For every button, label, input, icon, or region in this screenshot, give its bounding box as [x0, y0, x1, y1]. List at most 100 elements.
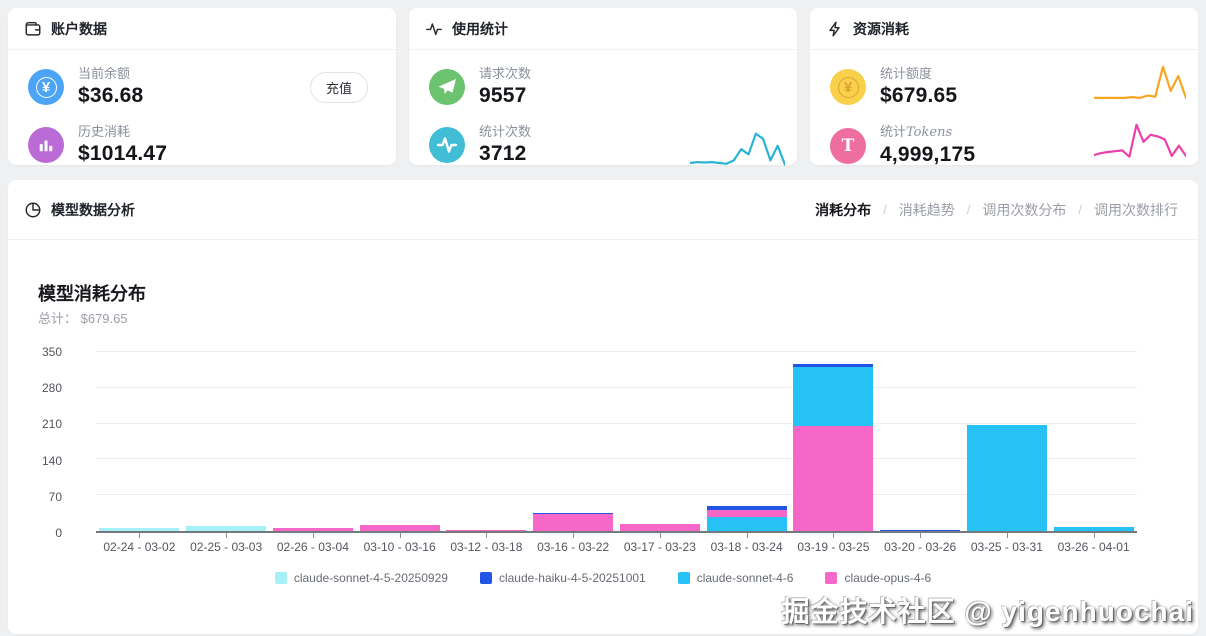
stacked-bar[interactable]: [186, 352, 267, 531]
stacked-bar[interactable]: [1053, 352, 1134, 531]
legend-item[interactable]: claude-sonnet-4-6: [677, 571, 794, 585]
panel-title: 模型数据分析: [51, 201, 135, 218]
stacked-bar[interactable]: [272, 352, 353, 531]
bar-segment[interactable]: [706, 505, 787, 511]
stat-label: 历史消耗: [78, 124, 131, 140]
card-resource-consumption: 资源消耗 ¥ 统计额度 $679.65 T 统计Tokens 4,999,175: [810, 8, 1198, 166]
activity-icon: [425, 20, 443, 38]
stacked-bar[interactable]: [446, 352, 527, 531]
stat-request-count: 请求次数 9557: [409, 58, 797, 116]
card-account-header: 账户数据: [8, 8, 396, 50]
gridline: [96, 458, 1137, 460]
bar-slot: [183, 352, 270, 531]
model-analysis-panel: 模型数据分析 消耗分布 / 消耗趋势 / 调用次数分布 / 调用次数排行 模型消耗分布 总计…: [8, 180, 1198, 634]
legend-swatch: [825, 572, 838, 584]
bar-slot: [877, 352, 964, 531]
gridline: [96, 494, 1137, 496]
model-consumption-chart: 模型消耗分布 总计： $679.65 02-24 - 03-02 02-25 - …: [8, 240, 1198, 633]
card-usage-header: 使用统计: [409, 8, 797, 50]
x-tick-label: 03-16 - 03-22: [537, 540, 610, 554]
stacked-bar[interactable]: [880, 352, 961, 531]
bar-slot: [964, 352, 1051, 531]
bar-segment[interactable]: [880, 529, 961, 531]
bar-slot: [1050, 352, 1137, 531]
legend-label: claude-sonnet-4-5-20250929: [293, 571, 448, 585]
y-tick-label: 0: [55, 526, 62, 540]
bar-segment[interactable]: [706, 510, 787, 518]
y-tick-label: 70: [48, 489, 62, 504]
plot-area: [96, 351, 1137, 538]
x-axis-tick: [746, 533, 748, 538]
pulse-icon: [429, 127, 465, 164]
bar-segment[interactable]: [359, 525, 440, 531]
card-usage-body: 请求次数 9557 统计次数 3712: [409, 50, 797, 175]
stat-cards-row: 账户数据 ¥ 当前余额 $36.68 充值 历史消耗 $1014.47: [0, 0, 1206, 166]
bar-segment[interactable]: [99, 528, 180, 531]
bar-slot: [96, 352, 183, 531]
chart-title: 模型消耗分布: [38, 284, 146, 304]
stat-value: $36.68: [78, 84, 144, 107]
x-tick-label: 03-10 - 03-16: [363, 540, 436, 554]
bar-slot: [790, 352, 877, 531]
card-title: 使用统计: [452, 20, 508, 37]
legend-item[interactable]: claude-sonnet-4-5-20250929: [274, 571, 448, 585]
tab-4[interactable]: 调用次数排行: [1094, 201, 1178, 218]
bar-segment[interactable]: [793, 426, 874, 531]
legend-item[interactable]: claude-haiku-4-5-20251001: [479, 571, 646, 585]
x-tick-label: 02-25 - 03-03: [190, 540, 263, 554]
bar-slot: [270, 352, 357, 531]
bar-segment[interactable]: [446, 529, 527, 531]
x-tick-label: 03-19 - 03-25: [797, 540, 870, 554]
stacked-bar[interactable]: [359, 352, 440, 531]
legend-label: claude-opus-4-6: [844, 571, 932, 585]
tab-1[interactable]: 消耗分布: [815, 201, 872, 218]
legend-item[interactable]: claude-opus-4-6: [825, 571, 931, 585]
analysis-tabs: 消耗分布 / 消耗趋势 / 调用次数分布 / 调用次数排行: [815, 200, 1178, 220]
bar-segment[interactable]: [619, 524, 700, 531]
stacked-bar[interactable]: [966, 352, 1047, 531]
tokens-sparkline: [1094, 123, 1186, 159]
bar-slot: [443, 352, 530, 531]
x-tick-label: 03-26 - 04-01: [1057, 540, 1130, 554]
chart-legend: claude-sonnet-4-5-20250929 claude-haiku-4…: [8, 571, 1198, 585]
stacked-bar[interactable]: [533, 352, 614, 531]
bar-segment[interactable]: [533, 512, 614, 515]
bar-segment[interactable]: [966, 424, 1047, 531]
bar-segment[interactable]: [793, 367, 874, 427]
bar-chart-icon: [28, 127, 64, 164]
card-usage-stats: 使用统计 请求次数 9557 统计次数 3712: [409, 8, 797, 166]
bar-segment[interactable]: [793, 364, 874, 368]
x-tick-label: 02-24 - 03-02: [103, 540, 176, 554]
stacked-bar[interactable]: [706, 352, 787, 531]
recharge-button[interactable]: 充值: [309, 71, 368, 103]
stat-label: 统计Tokens: [880, 124, 953, 141]
tab-3[interactable]: 调用次数分布: [982, 201, 1067, 218]
x-axis-tick: [399, 533, 401, 538]
x-axis-tick: [573, 533, 575, 538]
card-account-data: 账户数据 ¥ 当前余额 $36.68 充值 历史消耗 $1014.47: [8, 8, 396, 165]
stacked-bar[interactable]: [793, 352, 874, 531]
bar-slot: [530, 352, 617, 531]
legend-label: claude-sonnet-4-6: [696, 571, 794, 585]
x-axis-tick: [659, 533, 661, 538]
bar-segment[interactable]: [272, 528, 353, 531]
stat-tokens: T 统计Tokens 4,999,175: [810, 116, 1198, 175]
bar-segment[interactable]: [706, 517, 787, 531]
y-tick-label: 280: [41, 381, 62, 396]
card-title: 资源消耗: [853, 20, 909, 37]
x-axis-tick: [486, 533, 488, 538]
x-tick-label: 03-18 - 03-24: [710, 540, 783, 554]
tab-2[interactable]: 消耗趋势: [898, 201, 955, 218]
pie-chart-icon: [24, 201, 42, 219]
usage-sparkline: [690, 132, 785, 166]
tab-separator: /: [883, 202, 887, 217]
stacked-bar[interactable]: [99, 352, 180, 531]
bar-segment[interactable]: [186, 526, 267, 531]
bar-segment[interactable]: [533, 514, 614, 531]
card-resource-header: 资源消耗: [810, 8, 1198, 50]
stacked-bar[interactable]: [619, 352, 700, 531]
bar-segment[interactable]: [1053, 526, 1134, 531]
stat-history-consumption: 历史消耗 $1014.47: [8, 116, 396, 174]
quota-sparkline: [1094, 65, 1186, 100]
gridline: [96, 351, 1137, 352]
